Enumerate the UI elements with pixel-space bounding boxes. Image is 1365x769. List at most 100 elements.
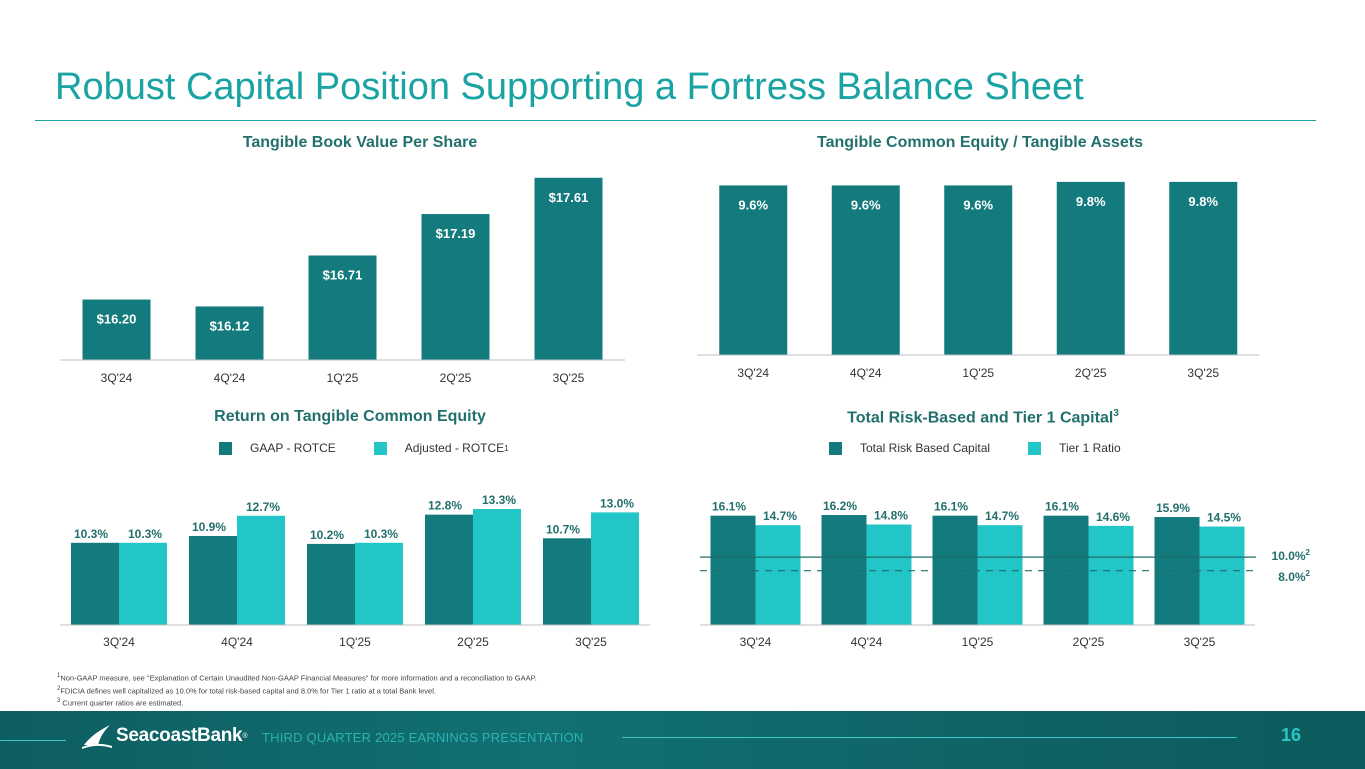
bar-rotce-s0-1 <box>189 536 237 625</box>
footnotes: 1Non-GAAP measure, see "Explanation of C… <box>57 671 537 709</box>
refline-label-8-text: 8.0% <box>1278 570 1306 584</box>
tick-label-rotce-3: 2Q'25 <box>457 635 489 649</box>
bar-rotce-s1-3 <box>473 509 521 625</box>
tick-label-rotce-4: 3Q'25 <box>575 635 607 649</box>
data-label-capital-s1-1: 14.8% <box>874 509 908 523</box>
footnote-3: 3 Current quarter ratios are estimated. <box>57 696 537 709</box>
legend-entry-total-risk: Total Risk Based Capital <box>829 441 990 455</box>
refline-label-10: 10.0%2 <box>1250 548 1310 563</box>
seacoast-logo: SeacoastBank ® <box>82 723 247 749</box>
legend-entry-gaap-rotce: GAAP - ROTCE <box>219 441 336 455</box>
footnote-1-text: Non-GAAP measure, see "Explanation of Ce… <box>60 673 537 683</box>
tick-label-tbvps-1: 4Q'24 <box>214 371 246 385</box>
legend-label-adjusted: Adjusted - ROTCE <box>404 441 505 455</box>
bar-rotce-s0-2 <box>307 543 355 625</box>
refline-label-10-text: 10.0% <box>1271 549 1306 563</box>
tick-label-capital-4: 3Q'25 <box>1184 635 1216 649</box>
tce-chart-title: Tangible Common Equity / Tangible Assets <box>817 134 1143 151</box>
bar-capital-s1-3 <box>1088 525 1134 625</box>
bar-capital-s0-1 <box>821 515 867 625</box>
tick-label-tbvps-0: 3Q'24 <box>101 371 133 385</box>
data-label-tbvps-4: $17.61 <box>549 190 589 205</box>
capital-legend: Total Risk Based Capital Tier 1 Ratio <box>829 441 1159 455</box>
data-label-capital-s0-0: 16.1% <box>712 500 746 514</box>
data-label-rotce-s1-3: 13.3% <box>482 493 516 507</box>
data-label-rotce-s0-1: 10.9% <box>192 520 226 534</box>
data-label-tce-0: 9.6% <box>738 197 768 212</box>
tick-label-capital-3: 2Q'25 <box>1073 635 1105 649</box>
bar-tce-4 <box>1169 181 1238 355</box>
data-label-tbvps-3: $17.19 <box>436 226 476 241</box>
legend-entry-adjusted-rotce: Adjusted - ROTCE 1 <box>373 441 509 455</box>
data-label-tce-4: 9.8% <box>1188 194 1218 209</box>
bar-tce-1 <box>831 185 900 355</box>
bar-rotce-s1-2 <box>355 542 403 625</box>
logo-text: SeacoastBank <box>116 725 243 746</box>
bar-rotce-s0-3 <box>425 514 473 625</box>
footnote-2: 2FDICIA defines well capitalized as 10.0… <box>57 684 537 697</box>
data-label-tce-2: 9.6% <box>963 197 993 212</box>
tce-chart: 9.6% 3Q'24 9.6% 4Q'24 9.6% 1Q'25 9.8% 2Q'25 9.8%… <box>697 181 1260 380</box>
legend-swatch-adjusted <box>373 441 387 455</box>
bar-tbvps-4 <box>534 177 603 360</box>
data-label-capital-s1-3: 14.6% <box>1096 510 1130 524</box>
bar-capital-s1-0 <box>755 525 801 625</box>
data-label-rotce-s1-1: 12.7% <box>246 500 280 514</box>
bar-tbvps-1 <box>195 306 264 360</box>
data-label-capital-s1-2: 14.7% <box>985 509 1019 523</box>
bar-tbvps-0 <box>82 299 151 360</box>
data-label-rotce-s0-0: 10.3% <box>74 527 108 541</box>
data-label-tce-1: 9.6% <box>851 197 881 212</box>
bar-tce-3 <box>1056 181 1125 355</box>
page-title: Robust Capital Position Supporting a For… <box>55 66 1084 108</box>
refline-label-10-sup: 2 <box>1305 548 1310 557</box>
data-label-capital-s1-0: 14.7% <box>763 509 797 523</box>
tick-label-tce-4: 3Q'25 <box>1187 366 1219 380</box>
bar-rotce-s0-0 <box>71 542 119 625</box>
bar-rotce-s1-1 <box>237 515 285 625</box>
logo-mark: ® <box>242 732 248 740</box>
footer-rule-left <box>0 740 66 741</box>
footnote-2-text: FDICIA defines well capitalized as 10.0%… <box>60 686 436 695</box>
data-label-rotce-s0-3: 12.8% <box>428 499 462 513</box>
data-label-capital-s0-3: 16.1% <box>1045 500 1079 514</box>
refline-label-8: 8.0%2 <box>1250 569 1310 584</box>
tick-label-rotce-1: 4Q'24 <box>221 635 253 649</box>
tick-label-tce-3: 2Q'25 <box>1075 366 1107 380</box>
bar-tbvps-3 <box>421 214 490 360</box>
capital-chart-title-text: Total Risk-Based and Tier 1 Capital <box>847 409 1114 427</box>
bar-capital-s1-1 <box>866 524 912 625</box>
legend-label-gaap: GAAP - ROTCE <box>250 441 336 455</box>
tbvps-chart-title: Tangible Book Value Per Share <box>242 134 478 151</box>
rotce-chart-title: Return on Tangible Common Equity <box>214 408 486 425</box>
data-label-tbvps-0: $16.20 <box>97 312 137 327</box>
rotce-chart: 10.3% 10.3% 3Q'24 10.9% 12.7% 4Q'24 10.2% 10.3%… <box>60 493 650 649</box>
data-label-rotce-s1-0: 10.3% <box>128 527 162 541</box>
bar-rotce-s0-4 <box>543 538 591 625</box>
tick-label-tbvps-3: 2Q'25 <box>440 371 472 385</box>
sail-logo-icon <box>82 725 112 749</box>
tick-label-rotce-2: 1Q'25 <box>339 635 371 649</box>
data-label-rotce-s1-2: 10.3% <box>364 527 398 541</box>
bar-rotce-s1-4 <box>591 512 639 625</box>
tick-label-rotce-0: 3Q'24 <box>103 635 135 649</box>
bar-capital-s1-4 <box>1199 526 1245 625</box>
legend-swatch-tier1 <box>1028 441 1042 455</box>
refline-label-8-sup: 2 <box>1305 569 1310 578</box>
capital-chart-title-sup: 3 <box>1113 408 1119 419</box>
legend-entry-tier1: Tier 1 Ratio <box>1028 441 1121 455</box>
legend-swatch-gaap <box>219 441 232 455</box>
tick-label-tce-2: 1Q'25 <box>962 366 994 380</box>
rotce-legend: GAAP - ROTCE Adjusted - ROTCE 1 <box>219 441 547 455</box>
data-label-capital-s0-1: 16.2% <box>823 499 857 513</box>
bar-tce-2 <box>944 185 1013 355</box>
legend-label-total-risk: Total Risk Based Capital <box>860 441 991 455</box>
data-label-tce-3: 9.8% <box>1076 194 1106 209</box>
bar-rotce-s1-0 <box>119 542 167 625</box>
tick-label-capital-0: 3Q'24 <box>740 635 772 649</box>
bar-tce-0 <box>719 185 788 355</box>
capital-chart: 16.1% 14.7% 3Q'24 16.2% 14.8% 4Q'24 16.1% 14.7%… <box>700 499 1256 649</box>
footnote-3-text: Current quarter ratios are estimated. <box>60 698 184 708</box>
data-label-tbvps-1: $16.12 <box>210 318 250 333</box>
legend-label-adjusted-sup: 1 <box>504 443 509 453</box>
